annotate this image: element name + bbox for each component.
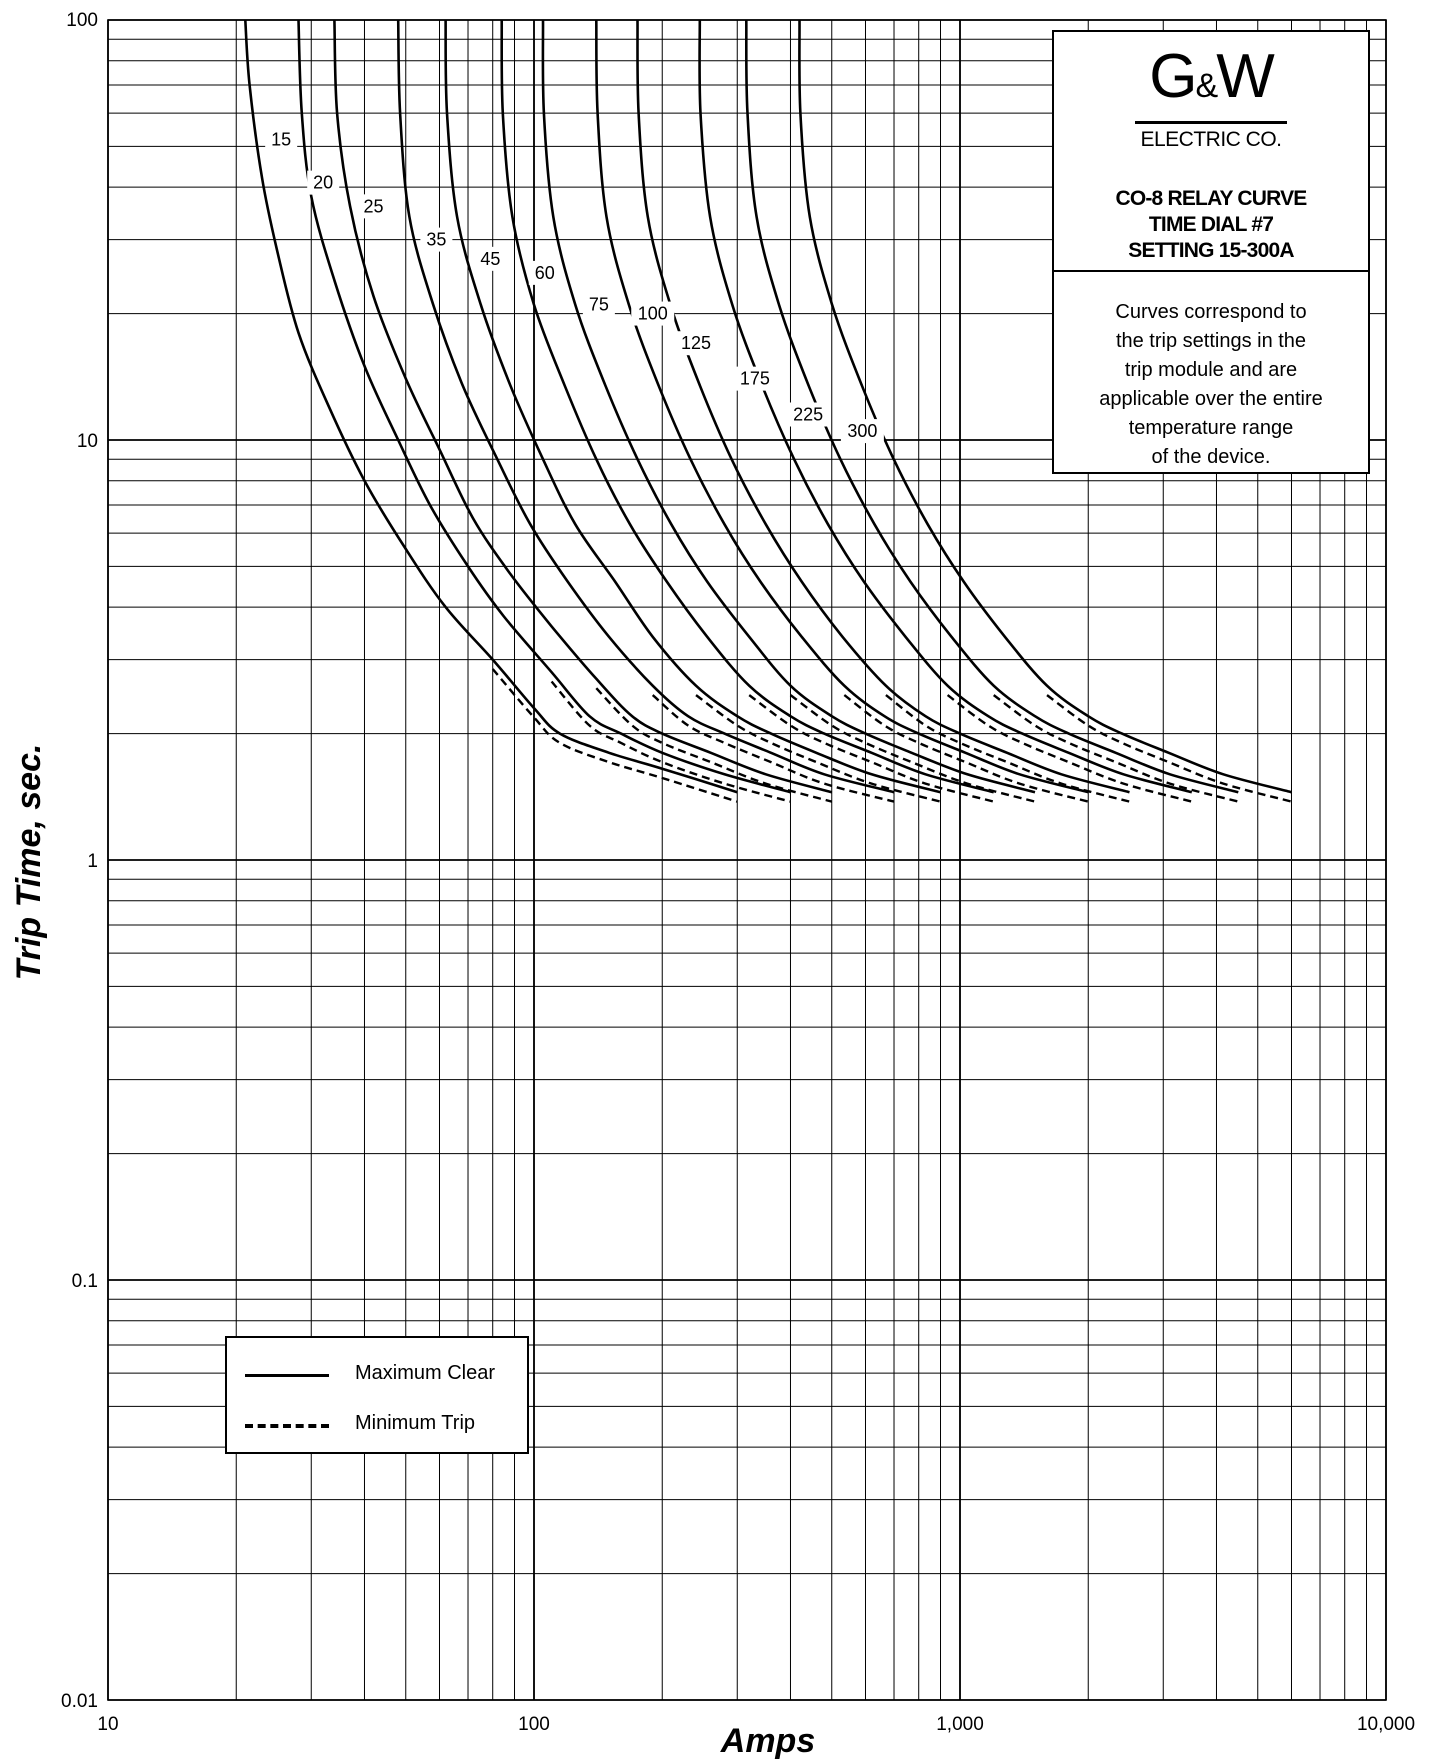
curve-label-25: 25	[363, 196, 383, 216]
note-line: temperature range	[1128, 417, 1294, 439]
x-tick-label: 1,000	[936, 1714, 984, 1735]
series-min-trip-25	[595, 687, 833, 803]
company-logo: G&W	[1054, 46, 1368, 117]
solid-line-swatch	[245, 1374, 329, 1377]
title-line: CO-8 RELAY CURVE	[1115, 187, 1307, 210]
curve-labels: 15 20 25 35 45 60 75 100 125 175 225 300	[265, 127, 884, 444]
series-min-trip-100	[843, 694, 1089, 803]
note-line: the trip settings in the	[1115, 330, 1307, 352]
title-line: SETTING 15-300A	[1128, 239, 1294, 262]
curve-label-bg	[474, 246, 507, 271]
chart-legend: Maximum Clear Minimum Trip	[225, 1336, 529, 1454]
series-min-trip-15	[491, 668, 738, 803]
y-tick-label: 100	[66, 10, 98, 31]
curve-label-bg	[674, 331, 718, 356]
curve-label-45: 45	[480, 249, 500, 269]
logo-underline	[1135, 121, 1287, 124]
y-tick-label: 0.1	[72, 1271, 98, 1292]
curve-label-20: 20	[313, 173, 333, 193]
curve-label-175: 175	[740, 369, 770, 389]
logo-ampersand: &	[1195, 67, 1219, 105]
curve-label-300: 300	[847, 421, 877, 441]
curve-label-bg	[786, 402, 830, 427]
legend-label: Maximum Clear	[355, 1362, 496, 1384]
curve-label-bg	[733, 366, 777, 391]
note-line: Curves correspond to	[1115, 301, 1307, 323]
series-min-trip-300	[1046, 694, 1292, 803]
legend-item-minimum-trip: Minimum Trip	[227, 1410, 527, 1440]
y-tick-label: 0.01	[61, 1691, 98, 1712]
logo-letter-w: W	[1216, 42, 1275, 111]
chart-series	[244, 19, 1292, 803]
x-tick-label: 10	[97, 1714, 118, 1735]
x-axis-title: Amps	[720, 1722, 815, 1760]
series-max-clear-225	[744, 19, 1239, 794]
x-tick-label: 10,000	[1357, 1714, 1415, 1735]
curve-label-100: 100	[638, 304, 668, 324]
curve-label-225: 225	[793, 405, 823, 425]
series-min-trip-60	[748, 694, 995, 803]
series-min-trip-225	[992, 694, 1239, 803]
curve-label-bg	[631, 301, 675, 326]
x-tick-label: 100	[518, 1714, 550, 1735]
curve-label-125: 125	[681, 333, 711, 353]
company-name: ELECTRIC CO.	[1140, 128, 1282, 151]
info-box-divider	[1054, 270, 1368, 272]
y-tick-label: 1	[87, 851, 98, 872]
curve-label-35: 35	[426, 230, 446, 250]
series-min-trip-125	[885, 694, 1130, 803]
series-max-clear-125	[636, 19, 1130, 794]
chart-ticks: 10 100 1,000 10,000 100 10 1 0.1 0.01	[61, 10, 1415, 1735]
series-max-clear-300	[798, 19, 1292, 794]
series-max-clear-75	[541, 19, 1036, 794]
info-box: G&W ELECTRIC CO. CO-8 RELAY CURVE TIME D…	[1052, 30, 1370, 474]
legend-item-maximum-clear: Maximum Clear	[227, 1360, 527, 1390]
curve-label-bg	[420, 227, 453, 252]
info-note: Curves correspond to the trip settings i…	[1054, 298, 1368, 472]
curve-label-bg	[307, 170, 340, 195]
chart-title: CO-8 RELAY CURVE TIME DIAL #7 SETTING 15…	[1054, 186, 1368, 264]
series-max-clear-45	[444, 19, 941, 794]
series-min-trip-45	[695, 694, 941, 803]
curve-label-bg	[265, 127, 298, 152]
chart-grid	[107, 19, 1387, 1701]
note-line: trip module and are	[1124, 359, 1298, 381]
curve-label-15: 15	[271, 129, 291, 149]
series-max-clear-20	[297, 19, 791, 794]
series-max-clear-60	[500, 19, 995, 794]
note-line: applicable over the entire	[1099, 388, 1323, 410]
y-tick-label: 10	[77, 431, 98, 452]
curve-label-bg	[840, 419, 884, 444]
curve-label-60: 60	[535, 263, 555, 283]
series-min-trip-75	[789, 694, 1036, 803]
series-min-trip-175	[946, 694, 1193, 803]
y-axis-title: Trip Time, sec.	[10, 744, 48, 981]
series-max-clear-175	[698, 19, 1193, 794]
series-max-clear-100	[595, 19, 1089, 794]
logo-letter-g: G	[1149, 42, 1197, 111]
series-max-clear-35	[396, 19, 895, 794]
curve-label-bg	[357, 194, 390, 219]
series-min-trip-35	[651, 694, 895, 803]
legend-label: Minimum Trip	[355, 1412, 476, 1434]
title-line: TIME DIAL #7	[1148, 213, 1274, 236]
curve-label-75: 75	[589, 295, 609, 315]
series-max-clear-25	[333, 19, 833, 794]
series-min-trip-20	[550, 680, 791, 803]
curve-label-bg	[528, 260, 561, 285]
note-line: of the device.	[1151, 446, 1271, 468]
curve-label-bg	[582, 292, 615, 317]
dashed-line-swatch	[245, 1424, 329, 1428]
series-max-clear-15	[244, 19, 738, 794]
